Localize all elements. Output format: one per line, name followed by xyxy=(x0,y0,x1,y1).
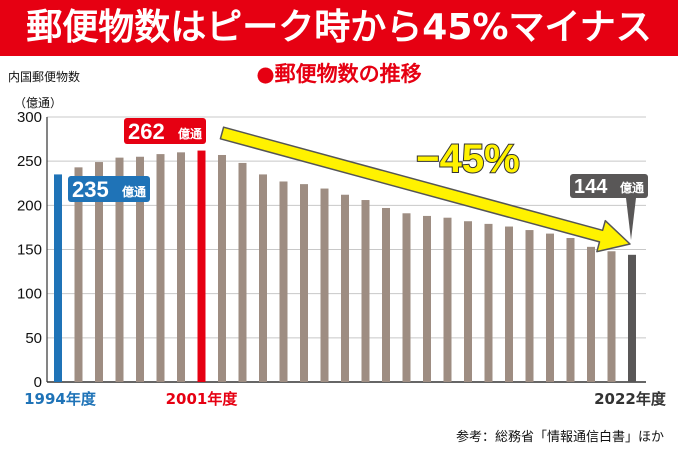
y-tick-label: 250 xyxy=(17,153,42,170)
y-axis-unit: （億通） xyxy=(14,96,63,110)
bar-2001 xyxy=(197,150,206,382)
bar-2013 xyxy=(443,217,452,382)
callout-1994-value: 235 xyxy=(72,177,109,202)
callout-2001-box xyxy=(124,118,206,144)
bar-2004 xyxy=(259,174,267,382)
callout-2001-unit: 億通 xyxy=(178,126,202,141)
bar-2002 xyxy=(218,154,226,382)
bar-2017 xyxy=(525,230,534,382)
bar-2014 xyxy=(464,221,472,382)
x-label-2001: 2001年度 xyxy=(166,390,239,408)
bar-1995 xyxy=(74,167,83,382)
x-label-2022: 2022年度 xyxy=(594,390,667,408)
bar-2007 xyxy=(320,188,329,382)
y-tick-label: 100 xyxy=(17,286,42,303)
bar-1999 xyxy=(156,154,165,382)
bar-2003 xyxy=(238,162,247,382)
y-tick-label: 0 xyxy=(34,374,42,391)
callout-2001-value: 262 xyxy=(128,119,165,144)
bar-2011 xyxy=(402,213,411,382)
bar-2008 xyxy=(341,194,349,382)
callout-2022-value: 144 xyxy=(574,176,608,198)
bar-2018 xyxy=(546,233,554,382)
bar-1994 xyxy=(54,174,62,382)
source-note: 参考：総務省「情報通信白書」ほか xyxy=(455,430,664,445)
callout-2022-box xyxy=(570,174,648,198)
callout-2022-pointer xyxy=(626,198,636,240)
callout-1994-box xyxy=(68,176,150,202)
change-percent-label: −45% xyxy=(416,137,519,181)
bar-2016 xyxy=(505,226,513,382)
y-tick-label: 300 xyxy=(17,109,42,126)
headline-banner: 郵便物数はピーク時から45%マイナス xyxy=(0,0,678,56)
bar-2000 xyxy=(177,152,185,382)
callout-1994-unit: 億通 xyxy=(122,184,146,199)
bar-2005 xyxy=(279,181,288,382)
y-tick-label: 150 xyxy=(17,242,42,259)
bar-2020 xyxy=(587,246,595,382)
callout-2022-unit: 億通 xyxy=(620,180,644,195)
bar-1998 xyxy=(136,156,144,382)
bar-2006 xyxy=(300,184,308,382)
bar-1996 xyxy=(95,162,103,382)
x-label-1994: 1994年度 xyxy=(24,390,97,408)
bar-2019 xyxy=(566,238,575,382)
bar-2012 xyxy=(423,215,431,382)
bar-2021 xyxy=(607,251,616,382)
headline-text: 郵便物数はピーク時から45%マイナス xyxy=(26,7,652,48)
y-tick-label: 50 xyxy=(25,330,42,347)
bar-2015 xyxy=(484,223,493,382)
chart-title: ●郵便物数の推移 xyxy=(256,62,422,86)
trend-arrow xyxy=(219,126,631,253)
bar-2010 xyxy=(382,207,390,382)
bar-2022 xyxy=(628,254,636,382)
bar-2009 xyxy=(361,200,370,382)
y-tick-label: 200 xyxy=(17,197,42,214)
y-axis-label: 内国郵便物数 xyxy=(8,70,81,84)
bar-1997 xyxy=(115,157,124,382)
